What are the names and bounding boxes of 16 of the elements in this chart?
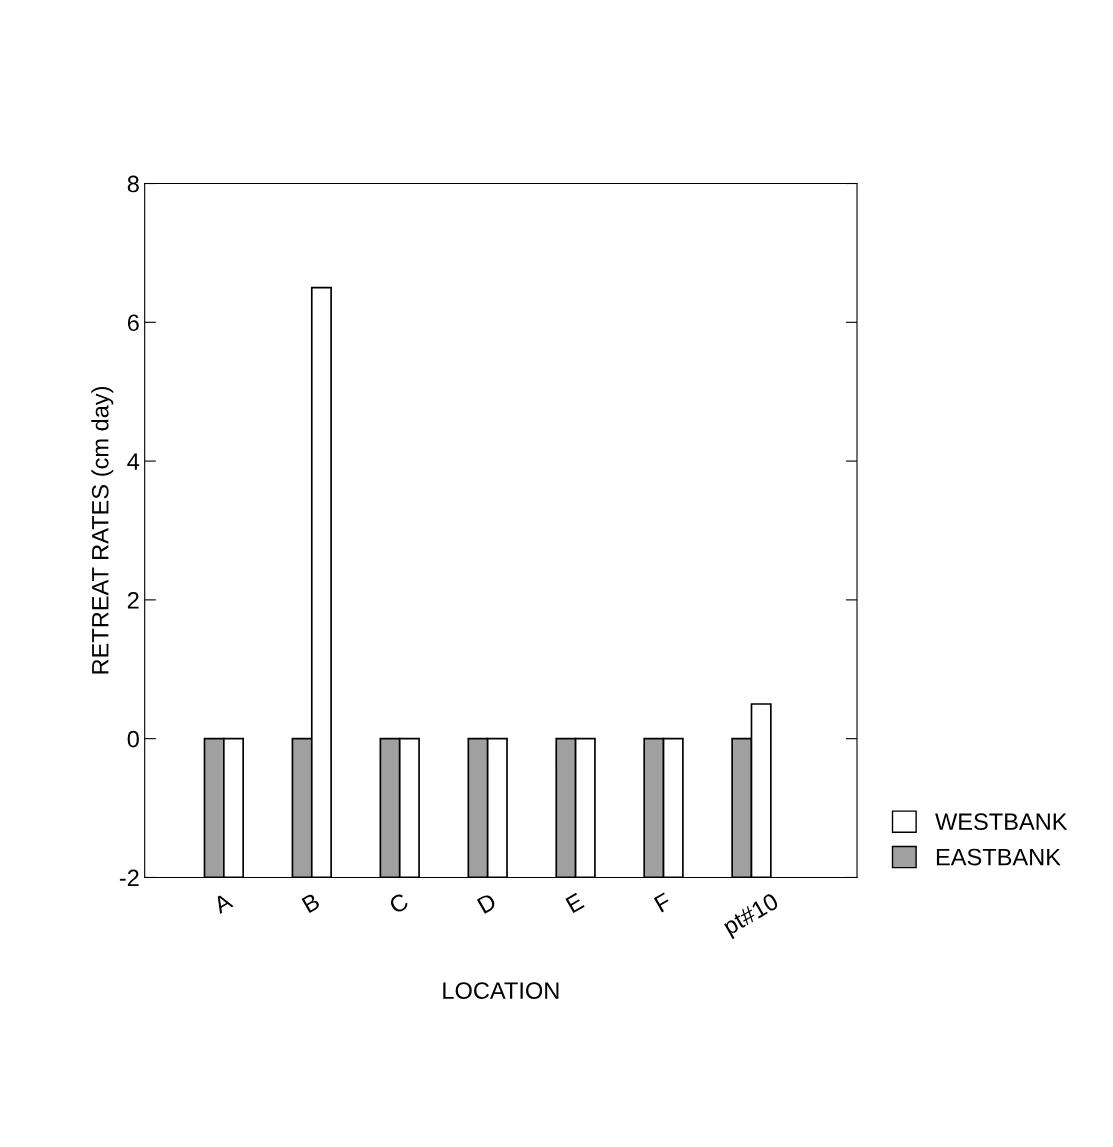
x-axis-title: LOCATION: [443, 982, 559, 999]
x-tick-label: C: [388, 892, 410, 915]
legend-label: WESTBANK: [935, 813, 1068, 831]
x-tick-label: E: [565, 892, 585, 914]
x-tick-label: A: [211, 892, 234, 915]
y-tick-label: 8: [127, 175, 139, 193]
y-tick-label: 4: [127, 453, 140, 470]
y-tick-label: -2: [119, 869, 139, 887]
x-tick-label: D: [476, 892, 498, 914]
y-tick-label: 2: [127, 591, 139, 609]
y-tick-label: 0: [127, 730, 139, 748]
x-tick-label: F: [653, 892, 673, 913]
x-tick-label: B: [301, 892, 321, 914]
legend-label: EASTBANK: [936, 848, 1061, 866]
y-axis-title: RETREAT RATES (cm day): [91, 386, 114, 674]
y-tick-label: 6: [127, 314, 139, 332]
